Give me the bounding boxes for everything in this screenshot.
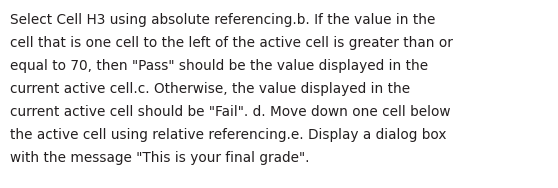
- Text: cell that is one cell to the left of the active cell is greater than or: cell that is one cell to the left of the…: [10, 36, 453, 50]
- Text: Select Cell H3 using absolute referencing.b. If the value in the: Select Cell H3 using absolute referencin…: [10, 13, 435, 27]
- Text: current active cell.c. Otherwise, the value displayed in the: current active cell.c. Otherwise, the va…: [10, 82, 410, 96]
- Text: the active cell using relative referencing.e. Display a dialog box: the active cell using relative referenci…: [10, 128, 446, 142]
- Text: current active cell should be "Fail". d. Move down one cell below: current active cell should be "Fail". d.…: [10, 105, 450, 119]
- Text: with the message "This is your final grade".: with the message "This is your final gra…: [10, 151, 310, 165]
- Text: equal to 70, then "Pass" should be the value displayed in the: equal to 70, then "Pass" should be the v…: [10, 59, 428, 73]
